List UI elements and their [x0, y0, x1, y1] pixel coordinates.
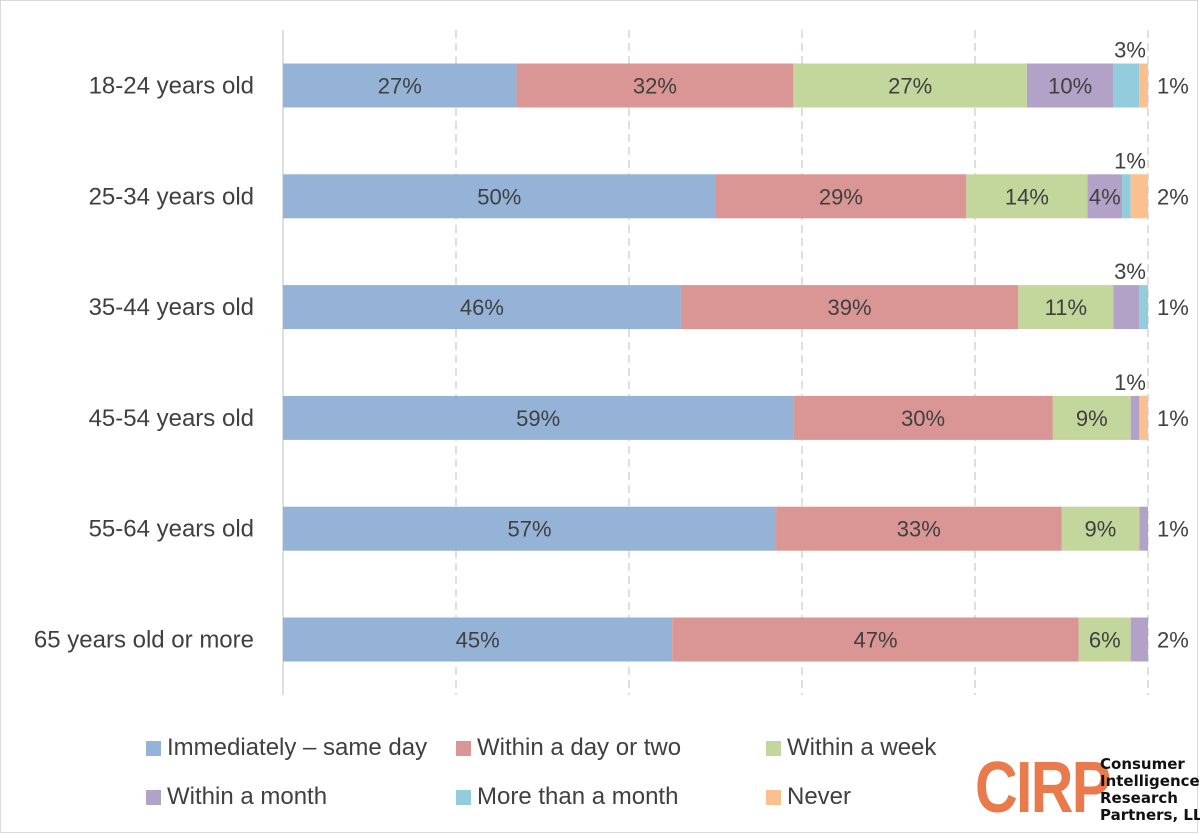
data-label: 27%: [888, 74, 932, 99]
bar-segment: [283, 63, 517, 108]
bar-segment: [1130, 395, 1140, 440]
legend-swatch: [766, 789, 781, 805]
bar-segment: [1026, 63, 1114, 108]
logo-company-name: Consumer Intelligence Research Partners,…: [1100, 756, 1200, 824]
logo-mark: CIRP: [975, 748, 1111, 828]
bar-segment: [793, 63, 1027, 108]
bar-segment: [283, 617, 673, 662]
bar-segment: [1078, 617, 1131, 662]
category-label: 18-24 years old: [89, 73, 254, 100]
bar-segment: [283, 174, 716, 219]
bar-segment: [1113, 285, 1140, 330]
legend-item-never: Never: [766, 783, 851, 811]
legend-item-more-than-month: More than a month: [456, 783, 678, 811]
data-label-above: 3%: [1114, 259, 1146, 284]
bar-segment: [1130, 174, 1148, 219]
bar-segment: [1113, 63, 1140, 108]
bar-segment: [1061, 506, 1140, 551]
data-label: 27%: [378, 74, 422, 99]
legend-label: Immediately – same day: [167, 734, 428, 761]
bar-segment: [1052, 395, 1131, 440]
bar-segment: [1139, 395, 1148, 440]
category-label: 35-44 years old: [89, 294, 254, 321]
bar-segment: [1122, 174, 1131, 219]
data-label-right: 1%: [1157, 74, 1189, 99]
legend-swatch: [146, 789, 161, 805]
bar-segment: [283, 506, 777, 551]
bar-segment: [516, 63, 794, 108]
data-label: 45%: [456, 628, 500, 653]
bar-segment: [1087, 174, 1123, 219]
bar-segment: [715, 174, 967, 219]
bar-segment: [283, 395, 794, 440]
legend-swatch: [146, 740, 161, 756]
legend-item-month: Within a month: [146, 783, 327, 811]
data-label: 29%: [819, 184, 863, 209]
data-label-above: 1%: [1114, 370, 1146, 395]
data-label: 9%: [1076, 406, 1108, 431]
bar-segment: [672, 617, 1079, 662]
legend-label: Within a month: [167, 783, 328, 810]
legend-label: Never: [787, 783, 852, 810]
data-label-above: 3%: [1114, 38, 1146, 63]
data-label-right: 1%: [1157, 406, 1189, 431]
category-label: 65 years old or more: [34, 627, 254, 654]
bar-segment: [1130, 617, 1148, 662]
bar-segment: [283, 285, 681, 330]
legend-swatch: [456, 740, 471, 756]
bar-segment: [1139, 63, 1148, 108]
legend-item-day-or-two: Within a day or two: [456, 734, 681, 762]
data-label: 47%: [854, 628, 898, 653]
bar-segment: [1018, 285, 1114, 330]
legend-label: More than a month: [477, 783, 679, 810]
data-label: 14%: [1005, 184, 1049, 209]
category-label: 25-34 years old: [89, 183, 254, 210]
data-label: 50%: [477, 184, 521, 209]
logo-line: Intelligence: [1100, 772, 1200, 790]
legend-item-week: Within a week: [766, 734, 936, 762]
cirp-logo: CIRP Consumer Intelligence Research Part…: [975, 748, 1200, 832]
data-label: 57%: [508, 517, 552, 542]
data-label: 10%: [1048, 74, 1092, 99]
bar-segment: [793, 395, 1053, 440]
legend-swatch: [456, 789, 471, 805]
category-label: 55-64 years old: [89, 516, 254, 543]
legend-label: Within a day or two: [477, 734, 682, 761]
bar-segment: [680, 285, 1019, 330]
data-label: 9%: [1085, 517, 1117, 542]
bar-segment: [1139, 285, 1148, 330]
data-label-right: 1%: [1157, 295, 1189, 320]
bar-segment: [776, 506, 1062, 551]
logo-line: Research: [1100, 789, 1178, 807]
data-label: 30%: [901, 406, 945, 431]
data-label: 59%: [516, 406, 560, 431]
legend-item-immediately: Immediately – same day: [146, 734, 427, 762]
bar-segment: [1139, 506, 1148, 551]
data-label-right: 2%: [1157, 184, 1189, 209]
data-label-above: 1%: [1114, 148, 1146, 173]
logo-line: Consumer: [1100, 755, 1185, 773]
data-label: 4%: [1089, 184, 1121, 209]
data-label-right: 2%: [1157, 628, 1189, 653]
data-label: 11%: [1045, 295, 1087, 320]
bar-segment: [966, 174, 1088, 219]
data-label-right: 1%: [1157, 517, 1189, 542]
category-label: 45-54 years old: [89, 405, 254, 432]
legend-label: Within a week: [787, 734, 937, 761]
legend-swatch: [766, 740, 781, 756]
data-label: 39%: [828, 295, 872, 320]
data-label: 33%: [897, 517, 941, 542]
data-label: 46%: [460, 295, 504, 320]
logo-line: Partners, LLC: [1100, 806, 1200, 824]
data-label: 32%: [633, 74, 677, 99]
data-label: 6%: [1089, 628, 1121, 653]
